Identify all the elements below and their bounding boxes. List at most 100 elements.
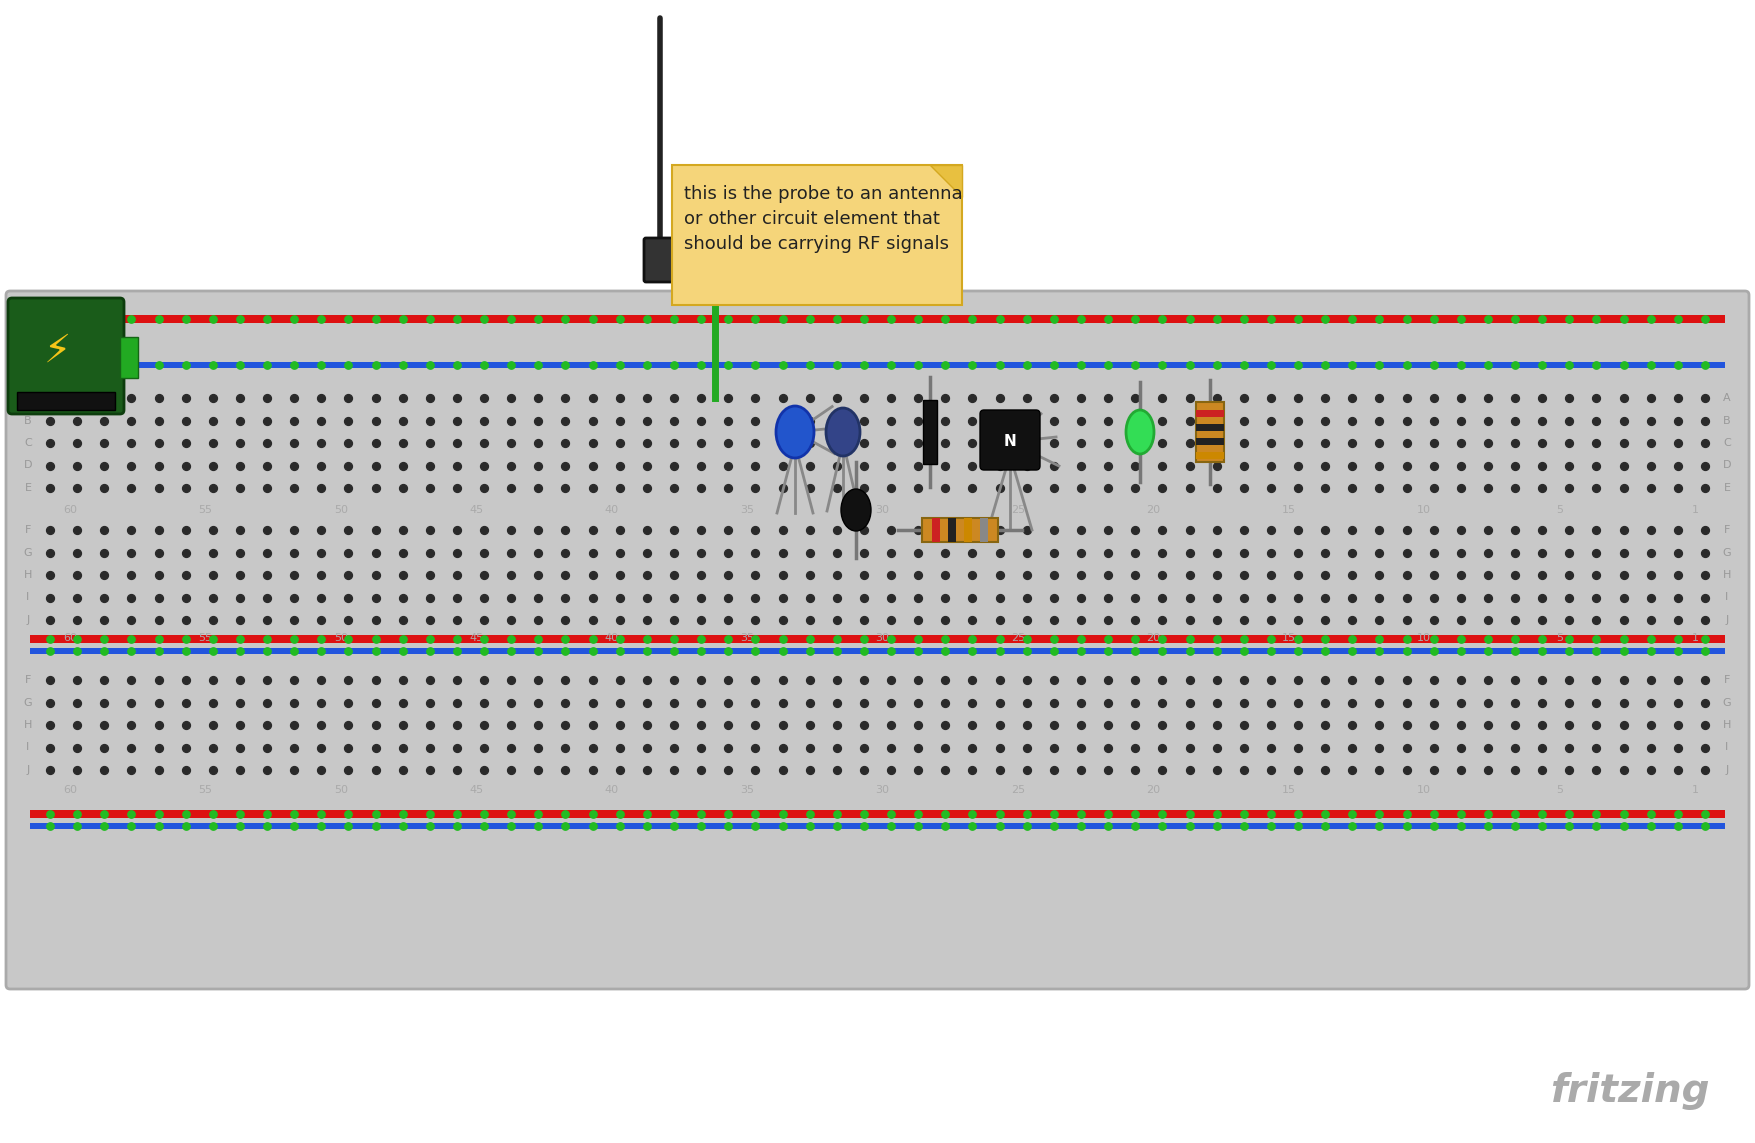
Point — [551, 610, 579, 629]
Point — [118, 479, 146, 497]
Point — [307, 761, 335, 780]
Point — [253, 610, 281, 629]
Point — [714, 434, 742, 453]
Point — [1148, 389, 1176, 407]
Point — [634, 479, 662, 497]
Point — [1093, 411, 1121, 430]
Point — [1339, 521, 1367, 539]
Point — [362, 389, 390, 407]
Text: E: E — [25, 483, 32, 493]
Point — [1583, 642, 1611, 661]
Point — [1446, 456, 1474, 474]
Point — [1339, 630, 1367, 648]
Point — [741, 761, 769, 780]
Point — [90, 630, 118, 648]
Point — [1529, 411, 1557, 430]
Text: 45: 45 — [469, 633, 483, 644]
Point — [714, 805, 742, 823]
Point — [525, 716, 553, 734]
Point — [1664, 479, 1692, 497]
Point — [525, 434, 553, 453]
Point — [1637, 610, 1665, 629]
Point — [1176, 761, 1204, 780]
Point — [1529, 589, 1557, 607]
Point — [1311, 389, 1339, 407]
Point — [1692, 589, 1720, 607]
Point — [1446, 610, 1474, 629]
Point — [1013, 738, 1041, 757]
Point — [1420, 389, 1448, 407]
Point — [878, 479, 906, 497]
Point — [605, 738, 634, 757]
Point — [1365, 642, 1393, 661]
Point — [1692, 411, 1720, 430]
Point — [1202, 389, 1230, 407]
Point — [932, 566, 960, 584]
Bar — [963, 518, 972, 542]
Point — [1039, 610, 1067, 629]
Point — [551, 738, 579, 757]
Text: 30: 30 — [876, 633, 890, 644]
Point — [1420, 543, 1448, 561]
Point — [416, 389, 444, 407]
Point — [388, 805, 416, 823]
Point — [226, 434, 254, 453]
Point — [1311, 479, 1339, 497]
Point — [307, 630, 335, 648]
Point — [63, 817, 91, 836]
Point — [1420, 716, 1448, 734]
Point — [198, 456, 226, 474]
Point — [849, 805, 878, 823]
Point — [1311, 805, 1339, 823]
Point — [144, 671, 172, 689]
Point — [795, 566, 823, 584]
Point — [335, 817, 363, 836]
Point — [904, 479, 932, 497]
Point — [660, 479, 688, 497]
Point — [1285, 411, 1313, 430]
Point — [1230, 456, 1258, 474]
Point — [1257, 479, 1285, 497]
Point — [416, 671, 444, 689]
Point — [579, 456, 607, 474]
Point — [823, 761, 851, 780]
Point — [1285, 589, 1313, 607]
Point — [118, 434, 146, 453]
Point — [1392, 716, 1420, 734]
Point — [904, 694, 932, 712]
Point — [1664, 411, 1692, 430]
Point — [1692, 543, 1720, 561]
Point — [497, 543, 525, 561]
Point — [470, 630, 498, 648]
Point — [1392, 738, 1420, 757]
Point — [307, 521, 335, 539]
Point — [388, 738, 416, 757]
Point — [1039, 630, 1067, 648]
Point — [118, 521, 146, 539]
Point — [335, 738, 363, 757]
Point — [688, 543, 716, 561]
Point — [362, 434, 390, 453]
Point — [1637, 738, 1665, 757]
Point — [795, 434, 823, 453]
Point — [551, 716, 579, 734]
Point — [849, 566, 878, 584]
Point — [470, 642, 498, 661]
Point — [35, 479, 63, 497]
Point — [1392, 694, 1420, 712]
Point — [1474, 589, 1502, 607]
Point — [986, 738, 1014, 757]
Point — [470, 543, 498, 561]
Point — [849, 610, 878, 629]
Point — [795, 355, 823, 374]
Point — [1339, 456, 1367, 474]
Point — [932, 355, 960, 374]
Point — [551, 521, 579, 539]
Point — [579, 761, 607, 780]
Point — [1664, 434, 1692, 453]
Point — [660, 817, 688, 836]
Point — [35, 456, 63, 474]
Point — [904, 630, 932, 648]
Point — [118, 310, 146, 328]
Point — [1257, 456, 1285, 474]
